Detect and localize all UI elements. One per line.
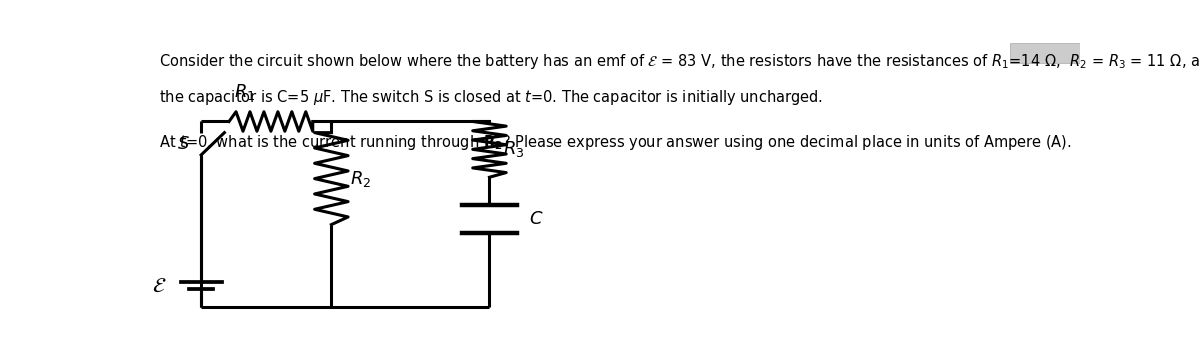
Text: $C$: $C$ xyxy=(528,210,544,228)
Text: $R_2$: $R_2$ xyxy=(350,169,371,189)
Text: At $t$=0, what is the current running through $\mathbf{R_2}$? Please express you: At $t$=0, what is the current running th… xyxy=(160,132,1072,152)
Text: $R_1$: $R_1$ xyxy=(234,82,256,102)
Text: $\mathcal{E}$: $\mathcal{E}$ xyxy=(152,276,167,296)
Text: Consider the circuit shown below where the battery has an emf of $\mathcal{E}$ =: Consider the circuit shown below where t… xyxy=(160,52,1200,71)
Text: the capacitor is C=5 $\mu$F. The switch S is closed at $t$=0. The capacitor is i: the capacitor is C=5 $\mu$F. The switch … xyxy=(160,88,823,107)
Text: $S$: $S$ xyxy=(178,135,190,153)
Text: $R_3$: $R_3$ xyxy=(504,139,524,159)
Bar xyxy=(1010,43,1080,63)
